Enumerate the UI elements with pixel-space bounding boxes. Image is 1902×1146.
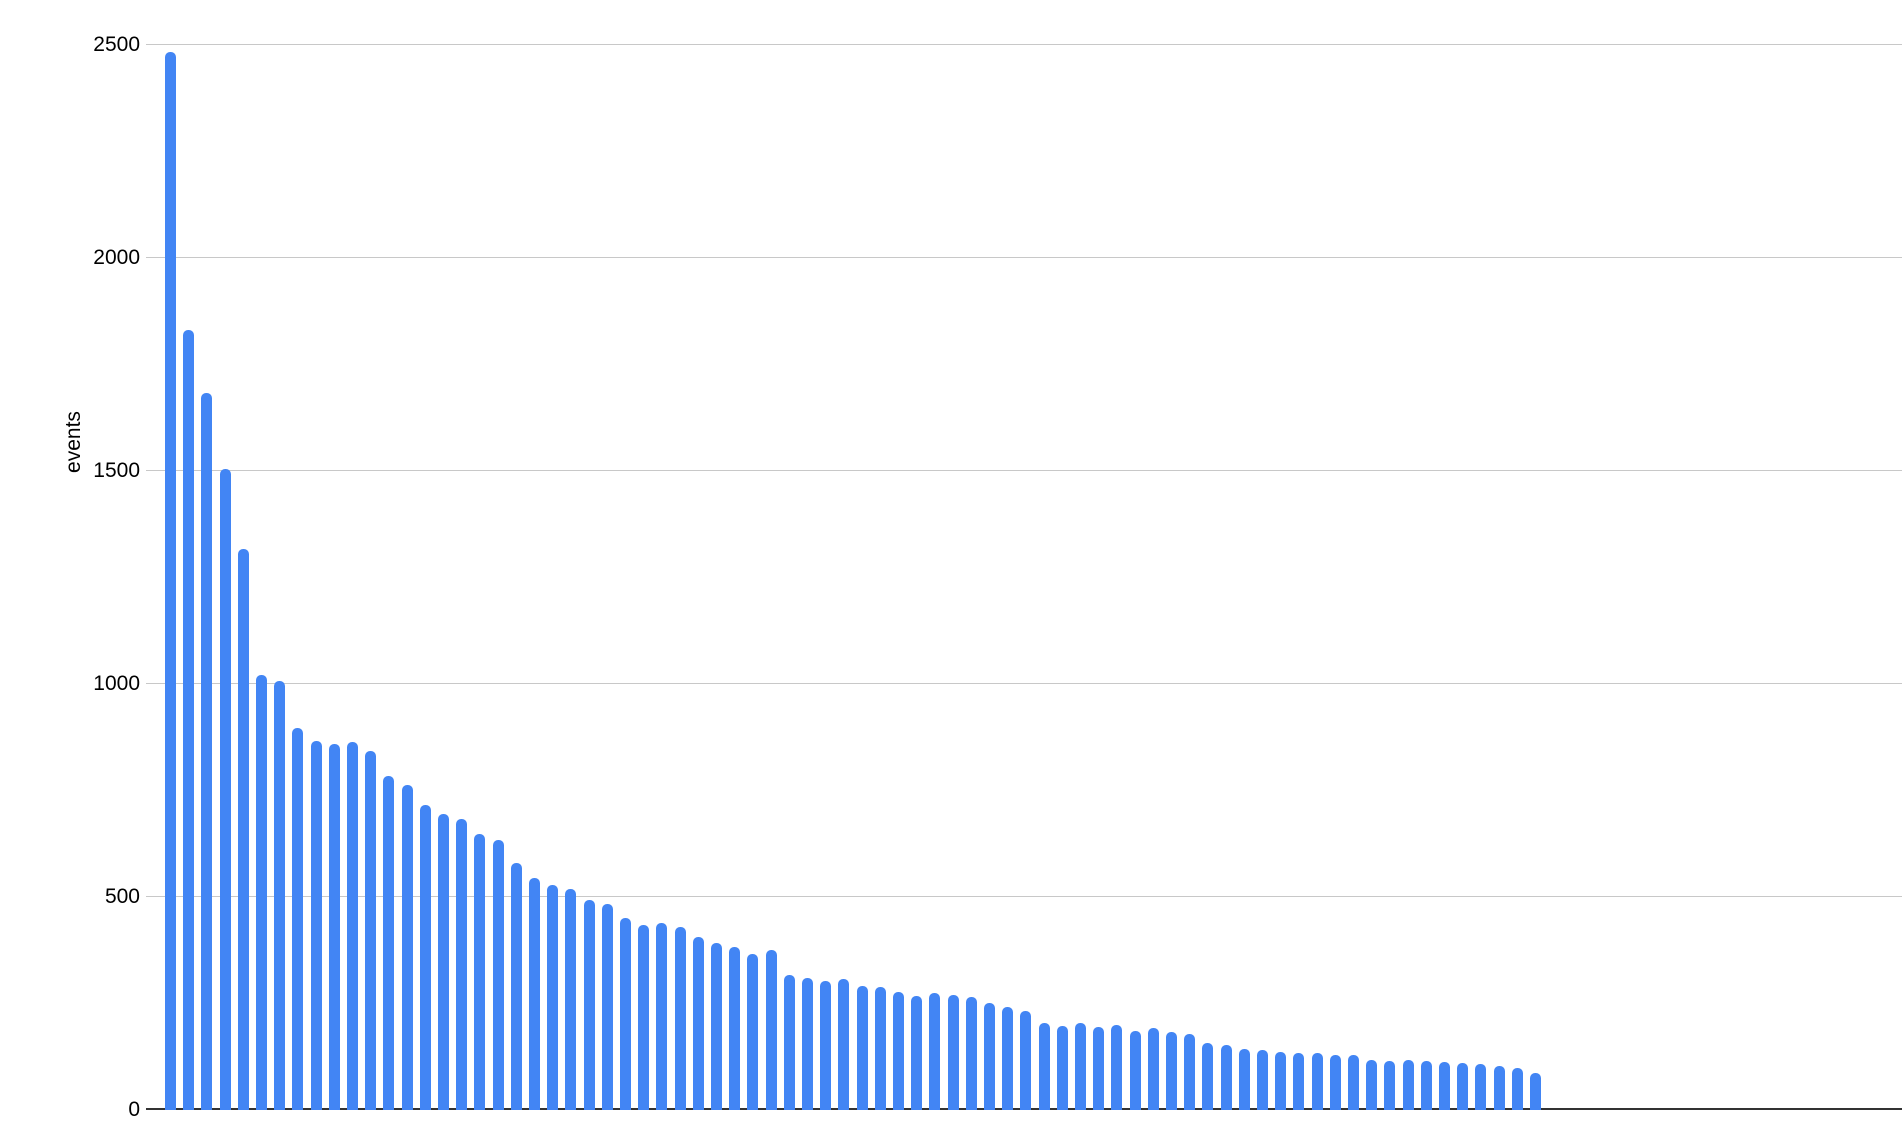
bar[interactable]	[165, 52, 176, 1110]
bar[interactable]	[1511, 1068, 1523, 1110]
y-tick-label-1500: 1500	[93, 459, 140, 482]
y-tick-mark-500	[146, 896, 158, 897]
bar[interactable]	[401, 784, 413, 1110]
bar[interactable]	[620, 918, 631, 1110]
bar[interactable]	[1220, 1045, 1232, 1110]
bar[interactable]	[492, 839, 504, 1110]
bar[interactable]	[1184, 1034, 1196, 1110]
bar[interactable]	[929, 993, 941, 1110]
bar[interactable]	[1038, 1023, 1050, 1110]
bar[interactable]	[1111, 1024, 1123, 1110]
bar[interactable]	[692, 937, 704, 1110]
gridline-2000	[158, 257, 1902, 258]
bar[interactable]	[1366, 1059, 1378, 1110]
bar[interactable]	[1002, 1007, 1014, 1110]
gridline-500	[158, 896, 1902, 897]
bar[interactable]	[984, 1003, 995, 1110]
y-tick-mark-1000	[146, 683, 158, 684]
bar[interactable]	[1475, 1064, 1487, 1110]
y-tick-label-2000: 2000	[93, 246, 140, 269]
bar[interactable]	[1311, 1053, 1323, 1110]
bar[interactable]	[583, 900, 595, 1110]
plot-area: 0 500 1000 1500 2000 2500	[93, 10, 1902, 1121]
bar[interactable]	[1439, 1062, 1450, 1110]
bar[interactable]	[1402, 1059, 1414, 1110]
y-tick-mark-1500	[146, 470, 158, 471]
bar[interactable]	[965, 997, 977, 1110]
y-tick-mark-0	[146, 1108, 158, 1110]
y-tick-label-0: 0	[128, 1098, 140, 1121]
bar[interactable]	[856, 986, 868, 1110]
bar[interactable]	[601, 904, 613, 1110]
bar[interactable]	[1293, 1052, 1305, 1110]
bar[interactable]	[419, 804, 431, 1110]
bar[interactable]	[1056, 1025, 1068, 1110]
y-tick-label-500: 500	[104, 885, 140, 908]
bar[interactable]	[1093, 1026, 1105, 1110]
bar[interactable]	[219, 469, 231, 1110]
bar[interactable]	[1147, 1027, 1159, 1110]
bar[interactable]	[1384, 1061, 1396, 1110]
bar[interactable]	[783, 974, 795, 1110]
bar[interactable]	[383, 776, 395, 1110]
bar[interactable]	[474, 833, 486, 1110]
bar[interactable]	[674, 927, 686, 1110]
bar[interactable]	[328, 743, 340, 1110]
bar[interactable]	[1329, 1054, 1341, 1110]
bar[interactable]	[292, 727, 304, 1110]
bar[interactable]	[310, 741, 322, 1110]
bar[interactable]	[1457, 1063, 1469, 1110]
bar[interactable]	[765, 949, 777, 1110]
bar[interactable]	[256, 675, 267, 1110]
bar[interactable]	[893, 992, 904, 1110]
bar[interactable]	[1493, 1065, 1505, 1110]
bar[interactable]	[1075, 1023, 1086, 1110]
bar[interactable]	[729, 946, 741, 1110]
bar[interactable]	[1257, 1050, 1268, 1110]
bar[interactable]	[201, 392, 213, 1110]
bar[interactable]	[438, 814, 449, 1110]
bar[interactable]	[802, 977, 813, 1110]
bar[interactable]	[1275, 1051, 1287, 1110]
bar[interactable]	[1348, 1055, 1359, 1110]
bar[interactable]	[1129, 1030, 1141, 1110]
bar[interactable]	[838, 978, 850, 1110]
bar[interactable]	[456, 818, 468, 1110]
gridline-1500	[158, 470, 1902, 471]
bar[interactable]	[237, 549, 249, 1110]
bar[interactable]	[510, 862, 522, 1110]
bar[interactable]	[711, 943, 722, 1110]
bar[interactable]	[911, 995, 923, 1110]
bar[interactable]	[274, 680, 286, 1110]
y-tick-label-1000: 1000	[93, 672, 140, 695]
bars-series	[158, 10, 1902, 1110]
bar[interactable]	[565, 888, 577, 1110]
bar[interactable]	[529, 877, 540, 1110]
y-tick-mark-2500	[146, 44, 158, 45]
bar[interactable]	[1420, 1060, 1432, 1110]
y-tick-mark-2000	[146, 257, 158, 258]
bar[interactable]	[1166, 1031, 1177, 1110]
gridline-1000	[158, 683, 1902, 684]
bar[interactable]	[1020, 1011, 1032, 1110]
bar[interactable]	[365, 750, 377, 1110]
bar[interactable]	[656, 922, 668, 1110]
bar[interactable]	[1238, 1049, 1250, 1110]
y-axis-title: events	[62, 411, 85, 473]
bar[interactable]	[874, 987, 886, 1110]
bar[interactable]	[947, 994, 959, 1110]
bar[interactable]	[547, 885, 559, 1110]
bar[interactable]	[347, 741, 358, 1110]
bar[interactable]	[747, 953, 759, 1110]
bar[interactable]	[183, 329, 195, 1110]
bar[interactable]	[820, 980, 832, 1110]
bar[interactable]	[638, 924, 650, 1110]
bar[interactable]	[1530, 1073, 1541, 1110]
gridline-2500	[158, 44, 1902, 45]
y-tick-label-2500: 2500	[93, 33, 140, 56]
bar[interactable]	[1202, 1042, 1214, 1110]
